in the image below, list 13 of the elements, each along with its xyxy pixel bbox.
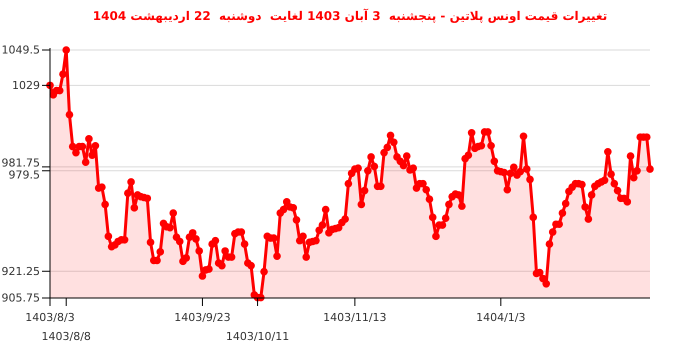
y-tick-label: 905.75	[2, 292, 40, 304]
x-tick-label: 1403/8/8	[42, 330, 91, 343]
x-tick-label: 1404/1/3	[476, 311, 526, 324]
y-tick-label: 1049.5	[2, 44, 40, 56]
x-tick-label: 1403/11/13	[323, 311, 387, 324]
chart-title: تغییرات قیمت اونس پلاتین - پنجشنبه 3 آبان 1403 لغایت دوشنبه 22 اردیبهشت 1404	[92, 8, 608, 23]
y-tick-label: 981.75	[2, 156, 40, 170]
x-tick-label: 1403/10/11	[226, 330, 290, 343]
x-tick-label: 1403/9/23	[174, 311, 231, 324]
y-tick-label: 1029	[12, 78, 40, 92]
y-tick-label: 979.5	[8, 168, 40, 182]
y-tick-label: 921.25	[2, 264, 40, 278]
x-tick-label: 1403/8/3	[25, 311, 75, 324]
